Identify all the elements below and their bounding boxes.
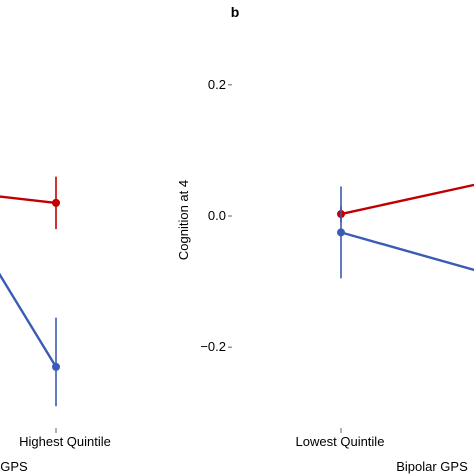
y-tick-label: −0.2 [200,339,226,354]
y-tick-label: 0.2 [208,77,226,92]
panel-b-x-axis-label: Bipolar GPS [396,459,468,474]
y-tick-label: 0.0 [208,208,226,223]
panel-a-blue-point [52,362,60,371]
y-axis-label: Cognition at 4 [176,180,191,260]
panel-b: b Cognition at 4 0.2 0.0 −0.2 Lowest Quint… [176,4,474,474]
panel-b-label: b [231,4,240,20]
panel-a-red-line [0,195,57,205]
panel-a-red-point [52,198,60,207]
panel-b-red-line [340,183,474,216]
panel-a-x-axis-label: GPS [0,459,28,474]
panel-b-blue-point [337,228,345,237]
panel-a: Highest Quintile GPS [0,176,111,474]
panel-b-blue-line [340,231,474,272]
panel-a-blue-line [0,272,58,368]
panel-b-x-tick-label: Lowest Quintile [296,434,385,449]
panel-a-x-tick-label: Highest Quintile [19,434,111,449]
y-tick-labels: 0.2 0.0 −0.2 [200,77,232,354]
